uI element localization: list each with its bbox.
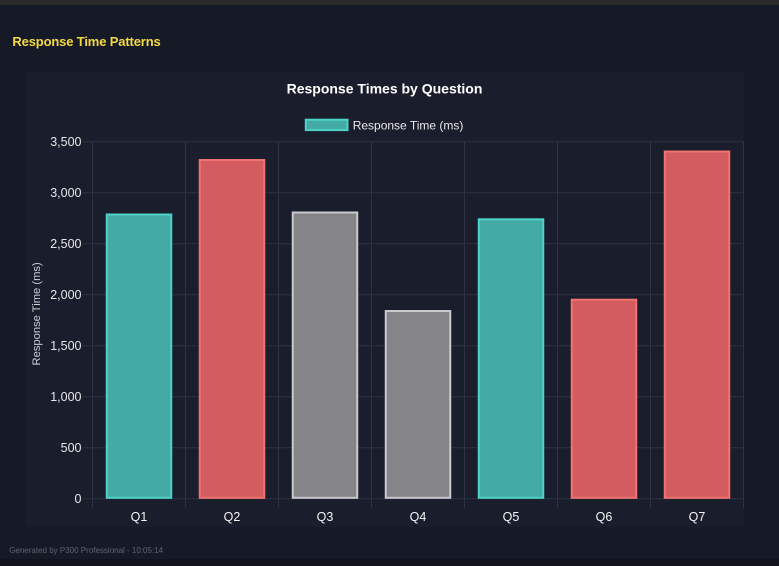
svg-text:Q2: Q2 bbox=[224, 510, 241, 524]
svg-text:3,000: 3,000 bbox=[50, 186, 81, 200]
svg-text:Q5: Q5 bbox=[503, 510, 520, 524]
svg-text:Response Times by Question: Response Times by Question bbox=[287, 81, 483, 97]
svg-text:3,500: 3,500 bbox=[50, 135, 81, 149]
svg-text:Response Time (ms): Response Time (ms) bbox=[353, 118, 464, 132]
svg-text:Q1: Q1 bbox=[131, 510, 148, 524]
svg-text:1,000: 1,000 bbox=[50, 390, 81, 404]
svg-text:2,500: 2,500 bbox=[50, 237, 81, 251]
svg-text:1,500: 1,500 bbox=[50, 339, 81, 353]
svg-text:2,000: 2,000 bbox=[50, 288, 81, 302]
svg-text:Q4: Q4 bbox=[410, 510, 427, 524]
svg-text:Q7: Q7 bbox=[689, 510, 706, 524]
svg-text:Q3: Q3 bbox=[317, 510, 334, 524]
svg-text:Q6: Q6 bbox=[596, 510, 613, 524]
svg-text:Response Time (ms): Response Time (ms) bbox=[31, 262, 43, 365]
svg-text:500: 500 bbox=[61, 441, 82, 455]
svg-text:0: 0 bbox=[75, 492, 82, 506]
